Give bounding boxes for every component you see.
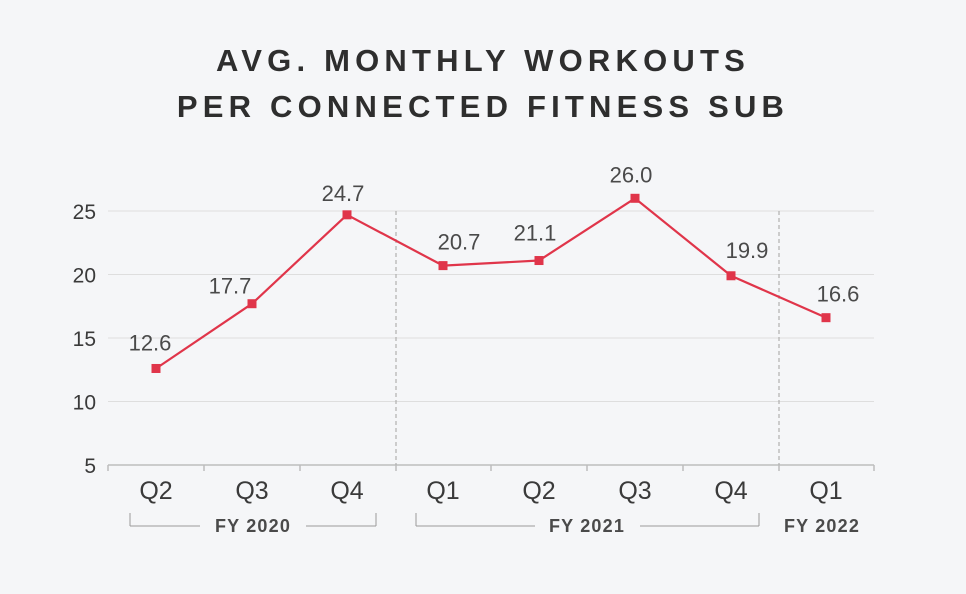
data-label: 17.7 bbox=[209, 274, 252, 299]
y-tick-label: 25 bbox=[73, 201, 96, 224]
group-label: FY 2021 bbox=[549, 516, 625, 536]
y-tick-label: 5 bbox=[84, 455, 96, 478]
data-point-marker bbox=[151, 363, 161, 373]
series-line bbox=[155, 197, 827, 370]
y-tick-label: 15 bbox=[73, 328, 96, 351]
x-tick-label: Q1 bbox=[809, 477, 842, 505]
data-label: 20.7 bbox=[438, 230, 481, 255]
data-label: 21.1 bbox=[514, 221, 557, 246]
x-tick-label: Q4 bbox=[330, 477, 363, 505]
chart-title-line-1: AVG. MONTHLY WORKOUTS bbox=[215, 43, 751, 78]
data-point-marker bbox=[438, 261, 448, 271]
data-label: 24.7 bbox=[322, 181, 365, 206]
data-point-marker bbox=[726, 271, 736, 281]
chart-title: AVG. MONTHLY WORKOUTS PER CONNECTED FITN… bbox=[0, 38, 966, 130]
x-tick-label: Q3 bbox=[618, 477, 651, 505]
y-tick-label: 10 bbox=[73, 392, 96, 415]
chart-title-line-2: PER CONNECTED FITNESS SUB bbox=[176, 89, 790, 124]
y-tick-label: 20 bbox=[73, 265, 96, 288]
x-tick-label: Q4 bbox=[714, 477, 747, 505]
group-label: FY 2022 bbox=[784, 516, 860, 536]
data-point-marker bbox=[630, 193, 640, 203]
x-tick-label: Q2 bbox=[522, 477, 555, 505]
group-label: FY 2020 bbox=[215, 516, 291, 536]
x-tick-label: Q1 bbox=[426, 477, 459, 505]
data-label: 12.6 bbox=[129, 330, 172, 355]
data-label: 16.6 bbox=[817, 282, 860, 307]
x-tick-label: Q3 bbox=[235, 477, 268, 505]
data-label: 19.9 bbox=[726, 238, 769, 263]
data-point-marker bbox=[247, 299, 257, 309]
data-point-marker bbox=[534, 256, 544, 266]
x-tick-label: Q2 bbox=[139, 477, 172, 505]
data-point-marker bbox=[821, 313, 831, 323]
data-point-marker bbox=[342, 210, 352, 220]
data-label: 26.0 bbox=[610, 162, 653, 187]
